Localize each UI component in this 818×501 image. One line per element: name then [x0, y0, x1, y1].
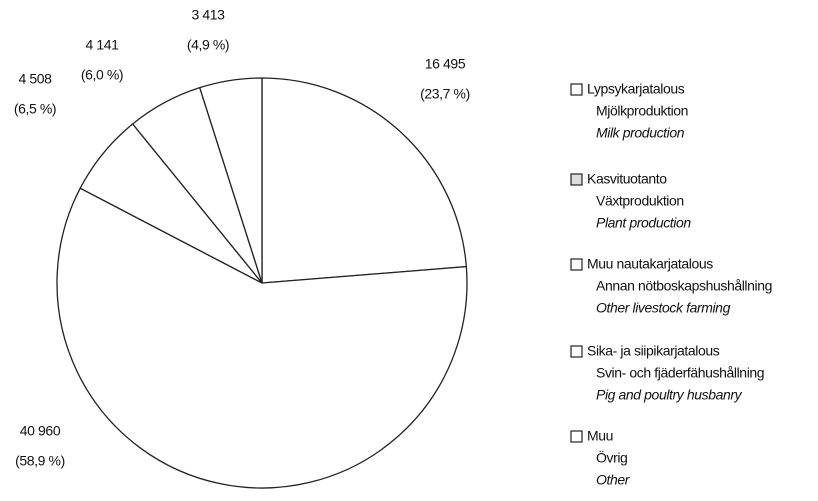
legend-swatch	[570, 345, 583, 358]
legend-swatch	[570, 258, 583, 271]
legend-label: Svin- och fjäderfähushållning	[596, 365, 764, 381]
percent-label: (6,5 %)	[14, 101, 56, 117]
pie-slice	[198, 77, 263, 284]
value-label: 40 960	[20, 423, 61, 439]
value-label: 16 495	[425, 56, 466, 72]
pie-slice	[56, 187, 468, 489]
pie-slice	[261, 77, 468, 284]
legend-label: Lypsykarjatalous	[587, 81, 685, 97]
legend-label: Muu	[587, 428, 613, 444]
legend-label: Milk production	[596, 125, 685, 141]
legend-label: Pig and poultry husbanry	[596, 387, 743, 403]
percent-label: (58,9 %)	[15, 453, 65, 469]
value-label: 3 413	[191, 7, 225, 23]
legend-swatch	[570, 173, 583, 186]
legend-swatch	[570, 430, 583, 443]
legend-label: Muu nautakarjatalous	[587, 256, 713, 272]
percent-label: (23,7 %)	[420, 86, 470, 102]
value-label: 4 141	[85, 37, 119, 53]
value-label: 4 508	[18, 71, 52, 87]
percent-label: (6,0 %)	[81, 67, 123, 83]
legend-label: Other	[596, 472, 631, 488]
legend-swatch	[570, 83, 583, 96]
legend-label: Mjölkproduktion	[596, 103, 688, 119]
legend-label: Plant production	[596, 215, 691, 231]
legend-label: Kasvituotanto	[587, 171, 667, 187]
legend-label: Other livestock farming	[596, 300, 731, 316]
percent-label: (4,9 %)	[187, 37, 229, 53]
legend-label: Sika- ja siipikarjatalous	[587, 343, 720, 359]
legend-label: Växtproduktion	[596, 193, 684, 209]
legend-label: Annan nötboskapshushållning	[596, 278, 772, 294]
legend-label: Övrig	[596, 449, 627, 466]
